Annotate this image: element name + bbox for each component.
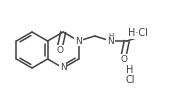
Text: Cl: Cl <box>125 75 135 85</box>
Text: N: N <box>60 64 67 73</box>
Text: H: H <box>108 33 113 39</box>
Text: H·Cl: H·Cl <box>128 28 148 38</box>
Text: H: H <box>126 65 134 75</box>
Text: O: O <box>57 46 64 54</box>
Text: N: N <box>75 36 82 46</box>
Text: O: O <box>120 54 127 64</box>
Text: N: N <box>107 37 114 46</box>
